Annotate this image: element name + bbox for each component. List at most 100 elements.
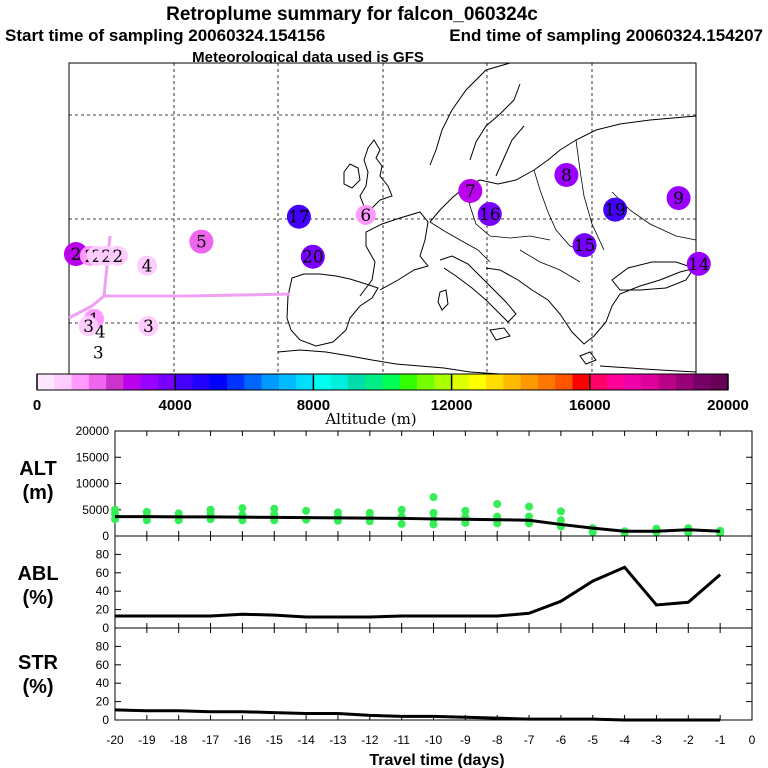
cluster-label: 3 — [143, 317, 154, 337]
altitude-colorbar: 0 4000 8000 12000 16000 20000 Altitude (m) — [33, 373, 749, 428]
colorbar-cell — [658, 374, 677, 390]
colorbar-tick-label: 16000 — [569, 397, 611, 414]
altitude-point — [397, 505, 406, 514]
colorbar-cell — [37, 374, 55, 390]
panel-label: ABL — [17, 563, 58, 585]
map-gridlines — [69, 63, 696, 374]
cluster-marker — [355, 204, 376, 225]
series-line — [114, 708, 721, 722]
x-tick-label: -14 — [297, 733, 315, 747]
y-tick-label: 20 — [96, 603, 110, 617]
panel-unit: (%) — [22, 676, 53, 698]
altitude-point — [238, 504, 247, 513]
y-tick-label: 40 — [96, 676, 110, 690]
cluster-marker — [603, 197, 628, 222]
altitude-point — [461, 506, 470, 515]
x-tick-label: 0 — [749, 733, 756, 747]
series-line — [115, 565, 722, 619]
cluster-label: 5 — [196, 233, 207, 253]
colorbar-cell — [486, 374, 504, 390]
cluster-label: 16 — [479, 205, 501, 225]
colorbar-cell — [106, 374, 124, 390]
colorbar-cell — [157, 374, 176, 390]
colorbar-cell — [641, 374, 660, 390]
colorbar-cell — [417, 374, 435, 390]
x-tick-label: -19 — [138, 733, 156, 747]
altitude-point — [302, 506, 311, 515]
altitude-point — [461, 518, 470, 527]
colorbar-cell — [365, 374, 383, 390]
cluster-label: 2 — [112, 247, 123, 267]
y-tick-label: 20 — [96, 695, 110, 709]
cluster-label: 20 — [302, 248, 324, 268]
colorbar-cell — [175, 374, 193, 390]
cluster-marker — [686, 251, 711, 276]
panel-alt: ALT(m) 0 5000 10000 15000 20000 — [19, 424, 753, 543]
trajectory-line — [68, 292, 291, 320]
colorbar-cell — [399, 374, 418, 390]
y-tick-label: 10000 — [76, 477, 110, 491]
colorbar-cell — [88, 374, 107, 390]
cluster-label: 3 — [93, 344, 104, 364]
altitude-point — [270, 504, 279, 513]
x-tick-label: -4 — [619, 733, 630, 747]
cluster-label: 15 — [574, 236, 596, 256]
panel-unit: (%) — [22, 587, 53, 609]
cluster-marker — [137, 255, 158, 276]
colorbar-cell — [382, 374, 401, 390]
colorbar-cell — [123, 374, 142, 390]
colorbar-cell — [54, 374, 73, 390]
colorbar-cell — [209, 374, 228, 390]
colorbar-tick-label: 4000 — [159, 397, 192, 414]
y-tick-label: 60 — [96, 566, 110, 580]
colorbar-cell — [537, 374, 556, 390]
altitude-point — [556, 507, 565, 516]
cluster-label: 6 — [360, 206, 371, 226]
colorbar-cell — [261, 374, 280, 390]
y-tick-label: 60 — [96, 658, 110, 672]
colorbar-cell — [330, 374, 349, 390]
cluster-marker — [138, 316, 159, 337]
y-tick-label: 80 — [96, 639, 110, 653]
colorbar-tick-label: 8000 — [297, 397, 330, 414]
colorbar-cell — [572, 374, 591, 390]
colorbar-cell — [434, 374, 453, 390]
colorbar-cell — [451, 374, 470, 390]
altitude-point — [493, 519, 502, 528]
end-time-label: End time of sampling 20060324.154207 — [449, 26, 763, 45]
cluster-markers: 2222245133431762071681991514 — [63, 162, 711, 364]
y-tick-label: 80 — [96, 547, 110, 561]
altitude-point — [429, 508, 438, 517]
cluster-marker — [572, 233, 597, 258]
cluster-label: 3 — [83, 317, 94, 337]
panel-abl: ABL(%) 0 20 40 60 80 — [17, 535, 753, 635]
cluster-marker — [477, 202, 502, 227]
altitude-point — [429, 493, 438, 502]
colorbar-cell — [71, 374, 90, 390]
x-tick-label: -15 — [266, 733, 284, 747]
x-tick-label: -1 — [715, 733, 726, 747]
x-tick-label: -9 — [460, 733, 471, 747]
x-axis-label: Travel time (days) — [369, 752, 504, 768]
colorbar-tick-label: 0 — [33, 397, 41, 414]
colorbar-cell — [589, 374, 608, 390]
colorbar-cell — [520, 374, 539, 390]
cluster-label: 14 — [688, 255, 710, 275]
altitude-point — [525, 512, 534, 521]
colorbar-cell — [468, 374, 487, 390]
colorbar-label: Altitude (m) — [324, 410, 416, 428]
x-tick-label: -11 — [393, 733, 410, 747]
y-tick-label: 40 — [96, 584, 110, 598]
x-tick-label: -10 — [425, 733, 443, 747]
colorbar-cell — [607, 374, 625, 390]
colorbar-cell — [676, 374, 694, 390]
x-tick-label: -16 — [234, 733, 252, 747]
cluster-label: 2 — [71, 245, 82, 265]
colorbar-cell — [624, 374, 643, 390]
x-tick-label: -20 — [106, 733, 124, 747]
time-series-panels: ALT(m)05000100001500020000ABL(%)02040608… — [17, 424, 755, 747]
cluster-marker — [107, 245, 128, 266]
y-tick-label: 0 — [102, 621, 109, 635]
